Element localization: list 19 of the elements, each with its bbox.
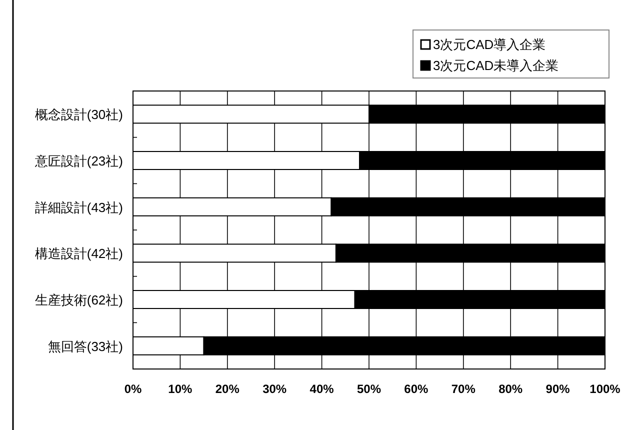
y-tick-label: 概念設計(30社) (34, 107, 123, 122)
x-tick-label: 40% (310, 382, 334, 396)
x-tick-label: 60% (404, 382, 429, 396)
x-tick-label: 20% (215, 382, 240, 396)
x-tick-label: 70% (451, 382, 476, 396)
x-tick-label: 50% (356, 382, 382, 396)
x-tick-label: 10% (168, 382, 193, 396)
legend-label: 3次元CAD未導入企業 (433, 58, 559, 73)
legend-label: 3次元CAD導入企業 (433, 37, 546, 52)
y-tick-label: 意匠設計(23社) (34, 154, 123, 168)
y-tick-label: 生産技術(62社) (34, 292, 123, 308)
x-tick-label: 80% (498, 382, 523, 396)
x-tick-label: 100% (590, 382, 621, 396)
x-tick-label: 90% (546, 382, 570, 396)
y-tick-label: 構造設計(42社) (34, 246, 123, 262)
x-tick-label: 0% (124, 382, 142, 396)
y-tick-label: 詳細設計(43社) (34, 200, 123, 215)
x-tick-label: 30% (262, 382, 287, 396)
y-tick-label: 無回答(33社) (48, 338, 123, 354)
